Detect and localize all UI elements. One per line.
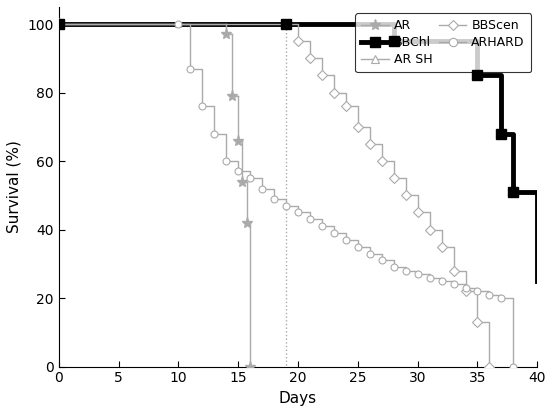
Y-axis label: Survival (%): Survival (%) (7, 140, 22, 233)
Legend: AR, BBChl, AR SH, BBScen, ARHARD: AR, BBChl, AR SH, BBScen, ARHARD (355, 13, 531, 72)
X-axis label: Days: Days (279, 391, 317, 406)
